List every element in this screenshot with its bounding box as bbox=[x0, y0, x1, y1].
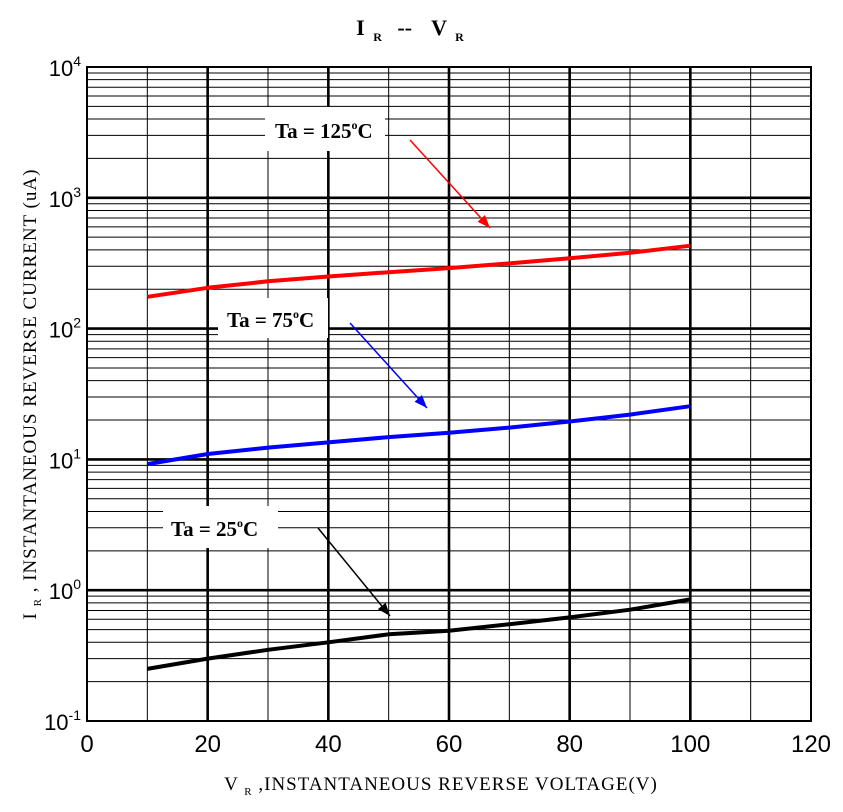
title-subscript-1: R bbox=[373, 30, 382, 44]
series-label-box bbox=[265, 107, 385, 151]
y-tick-label: 104 bbox=[49, 53, 81, 81]
title-subscript-2: R bbox=[455, 30, 464, 44]
series-label-box bbox=[218, 298, 328, 338]
y-axis-label-text: , INSTANTANEOUS REVERSE CURRENT (uA) bbox=[20, 169, 41, 593]
series-arrow bbox=[317, 527, 391, 617]
annotation-layer: Ta = 125oC Ta = 75oC Ta = 25oC bbox=[163, 107, 491, 617]
tick-labels: 0 20 40 60 80 100 120 10-1 100 101 102 103 104 bbox=[44, 53, 831, 758]
series-line-1 bbox=[146, 404, 691, 467]
series-arrowhead bbox=[377, 602, 390, 616]
x-tick-label: 80 bbox=[556, 731, 583, 758]
y-axis-label-symbol: I bbox=[20, 612, 41, 619]
series-arrow bbox=[349, 322, 428, 409]
series-arrow bbox=[409, 139, 491, 229]
series-layer bbox=[146, 243, 691, 671]
title-separator: -- bbox=[397, 15, 412, 40]
series-line-0 bbox=[147, 243, 691, 299]
series-arrowhead bbox=[414, 395, 427, 408]
y-axis-label: I R , INSTANTANEOUS REVERSE CURRENT (uA) bbox=[20, 169, 46, 620]
series-label: Ta = 25oC bbox=[171, 516, 258, 541]
y-axis-label-subscript: R bbox=[32, 598, 44, 606]
y-tick-label: 103 bbox=[49, 184, 81, 212]
major-gridlines bbox=[87, 67, 811, 721]
y-tick-label: 10-1 bbox=[44, 707, 81, 735]
x-tick-label: 0 bbox=[80, 731, 93, 758]
y-tick-label: 100 bbox=[49, 576, 81, 604]
series-label-box bbox=[163, 506, 278, 548]
x-tick-label: 40 bbox=[315, 731, 342, 758]
title-symbol-1: I bbox=[356, 15, 365, 40]
x-axis-label: V R ,INSTANTANEOUS REVERSE VOLTAGE(V) bbox=[224, 774, 658, 800]
y-tick-label: 102 bbox=[49, 315, 81, 343]
x-axis-label-symbol: V bbox=[224, 774, 238, 795]
title-symbol-2: V bbox=[431, 15, 447, 40]
x-axis-label-text: ,INSTANTANEOUS REVERSE VOLTAGE(V) bbox=[258, 774, 657, 795]
chart-title: I R -- V R bbox=[356, 15, 464, 46]
x-tick-label: 120 bbox=[791, 731, 831, 758]
series-label: Ta = 125oC bbox=[275, 118, 373, 143]
x-tick-label: 60 bbox=[436, 731, 463, 758]
x-tick-label: 100 bbox=[670, 731, 710, 758]
plot-frame bbox=[86, 66, 812, 722]
series-label: Ta = 75oC bbox=[227, 307, 314, 332]
x-axis-label-subscript: R bbox=[244, 786, 252, 798]
series-arrowhead bbox=[477, 215, 490, 228]
x-tick-label: 20 bbox=[194, 731, 221, 758]
y-tick-label: 101 bbox=[49, 445, 81, 473]
series-line-2 bbox=[146, 597, 691, 671]
